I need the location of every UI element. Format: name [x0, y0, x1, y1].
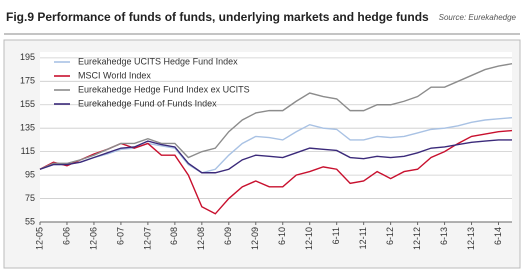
legend-label: Eurekahedge Fund of Funds Index: [78, 98, 217, 108]
x-tick-label: 12-09: [250, 227, 260, 250]
y-tick-label: 75: [25, 193, 35, 203]
x-tick-label: 12-06: [88, 227, 98, 250]
plot-area: [40, 52, 512, 222]
y-tick-label: 135: [20, 123, 35, 133]
y-tick-label: 115: [21, 146, 35, 156]
x-tick-label: 12-05: [34, 227, 44, 250]
series-line: [39, 63, 513, 170]
x-tick-label: 12-13: [466, 227, 476, 250]
series-line: [39, 116, 513, 174]
legend-label: MSCI World Index: [78, 70, 151, 80]
x-tick-label: 6-11: [331, 227, 341, 244]
legend-label: Eurekahedge UCITS Hedge Fund Index: [78, 56, 238, 66]
source: Source: Eurekahedge: [439, 13, 517, 22]
x-tick-label: 6-07: [115, 227, 125, 245]
chart-title: Fig.9 Performance of funds of funds, und…: [6, 10, 429, 24]
y-tick-label: 175: [20, 76, 35, 86]
x-tick-label: 6-14: [493, 227, 503, 245]
y-tick-label: 195: [20, 52, 35, 62]
x-tick-label: 6-06: [61, 227, 71, 245]
x-tick-label: 6-09: [223, 227, 233, 245]
x-tick-label: 6-10: [277, 227, 287, 245]
x-tick-label: 12-07: [142, 227, 152, 250]
y-tick-label: 55: [25, 216, 35, 226]
x-tick-label: 6-13: [439, 227, 449, 245]
x-tick-label: 12-10: [304, 227, 314, 250]
legend-label: Eurekahedge Hedge Fund Index ex UCITS: [78, 84, 250, 94]
x-tick-label: 12-08: [196, 227, 206, 250]
series-line: [39, 139, 512, 174]
x-tick-label: 6-12: [385, 227, 395, 245]
x-tick-label: 6-08: [169, 227, 179, 245]
x-tick-label: 12-12: [412, 227, 422, 250]
x-tick-label: 12-11: [358, 227, 368, 249]
y-tick-label: 155: [20, 99, 35, 109]
y-tick-label: 95: [25, 169, 35, 179]
